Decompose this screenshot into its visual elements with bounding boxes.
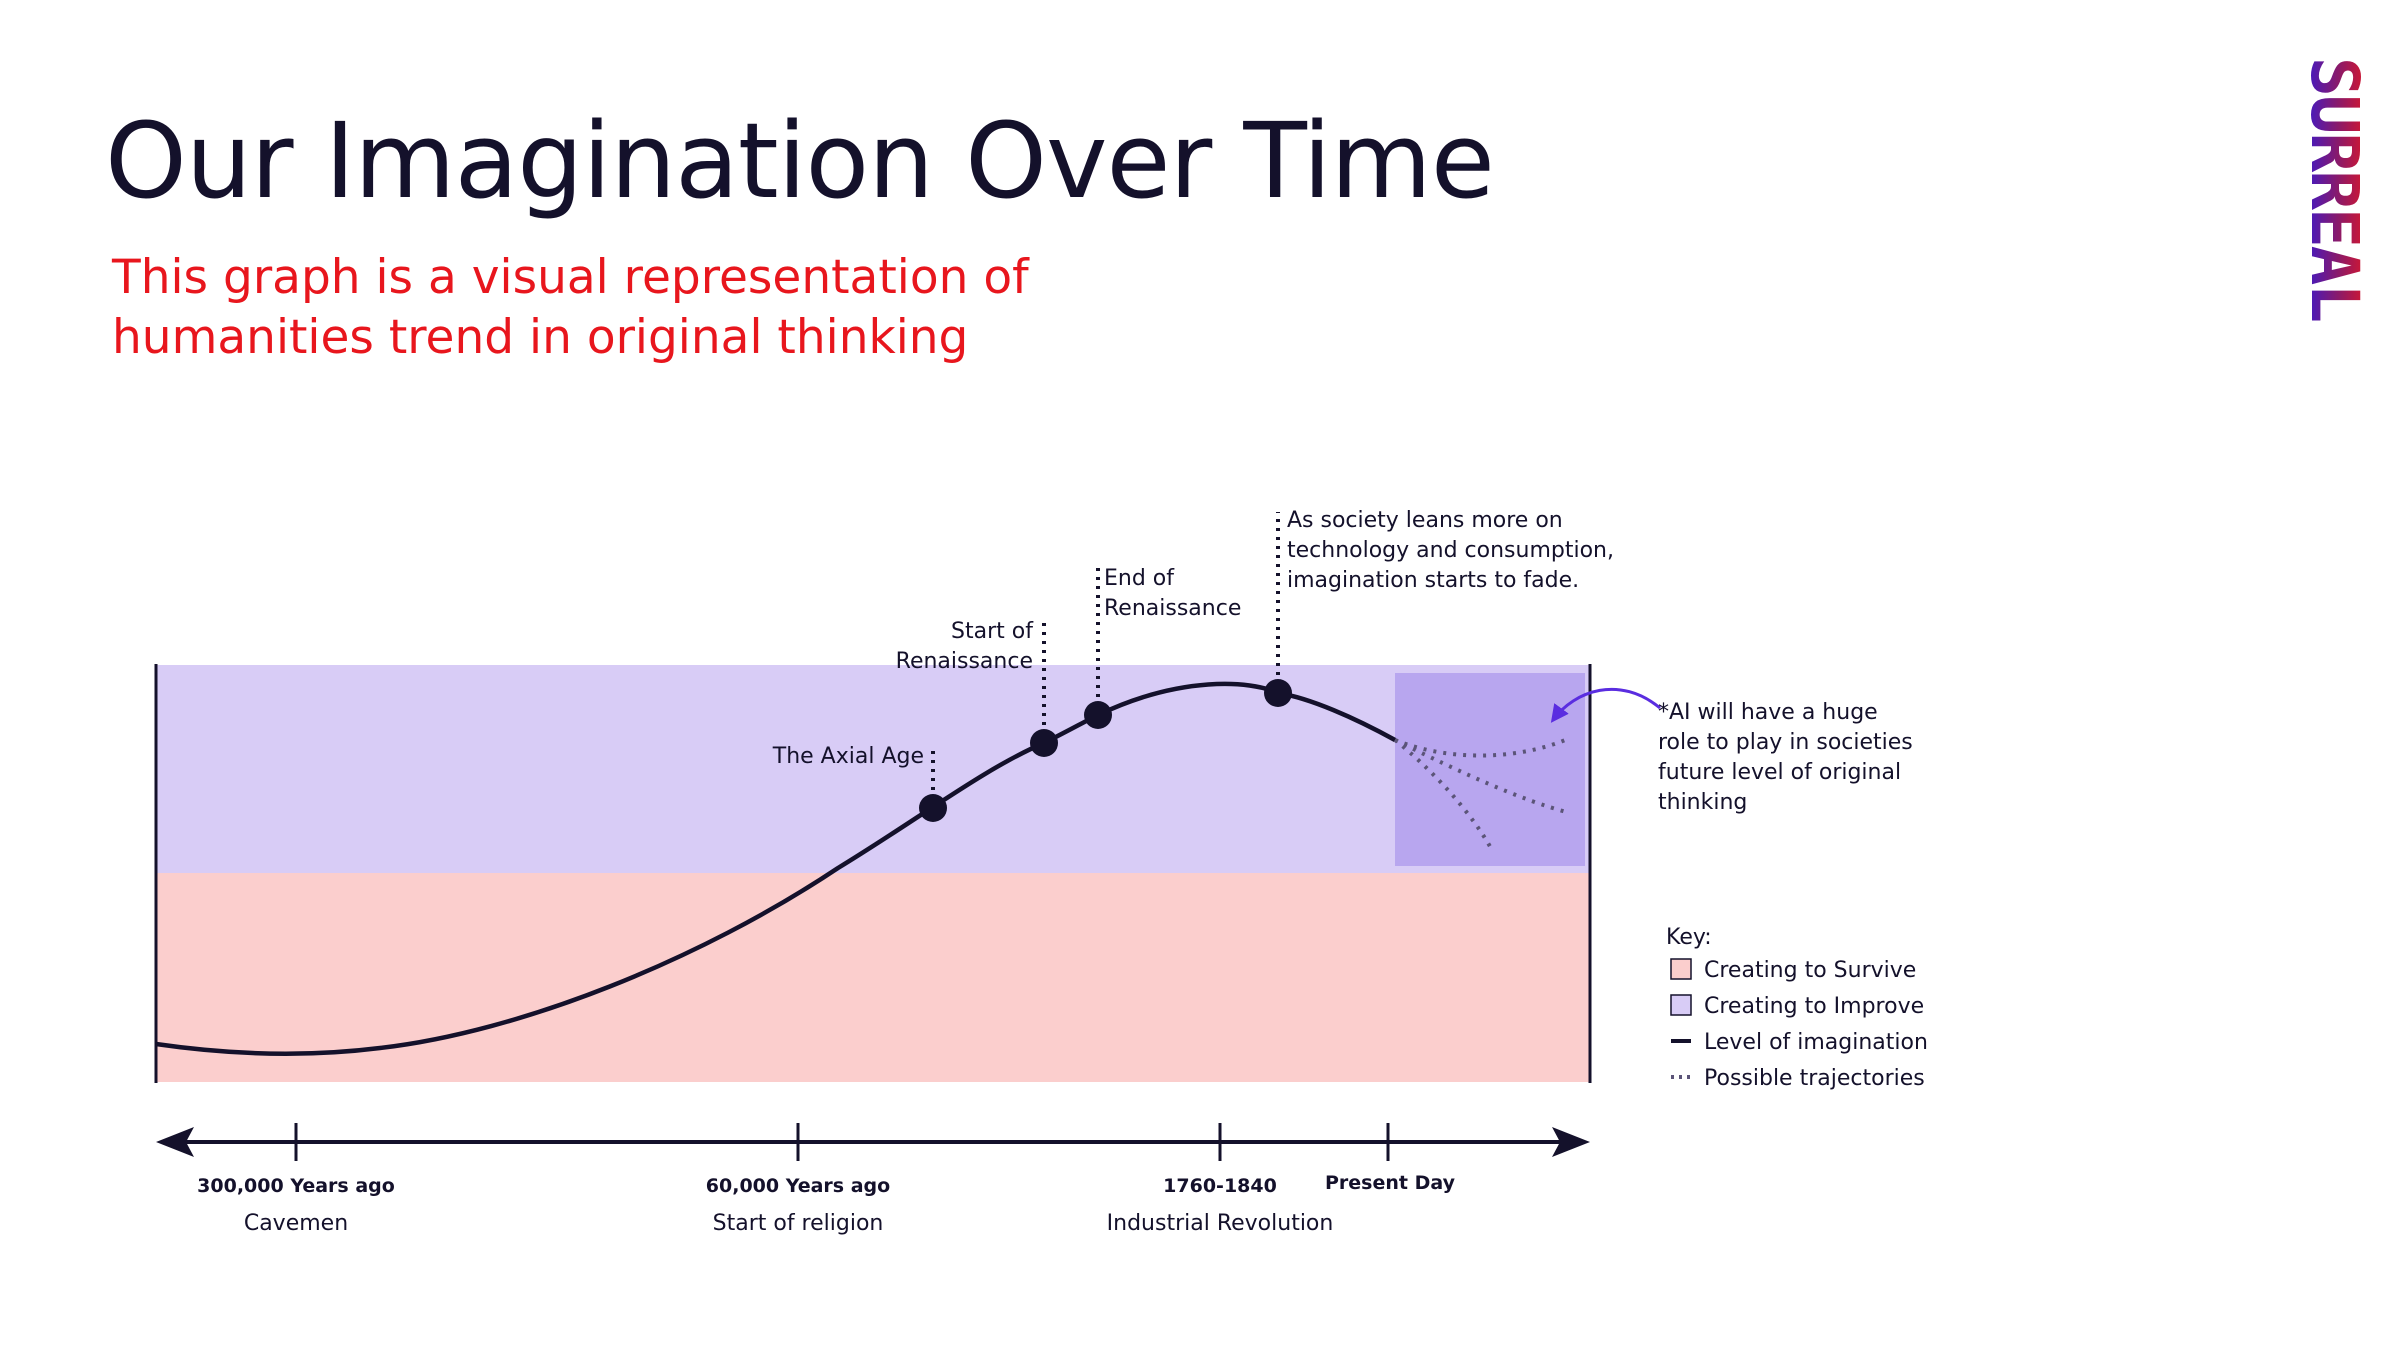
legend-label-level: Level of imagination <box>1704 1030 1928 1055</box>
future-trajectory-box <box>1395 673 1585 866</box>
trajectory-mid <box>1394 738 1571 815</box>
timeline-arrow-right-icon <box>1552 1127 1590 1157</box>
page-title: Our Imagination Over Time <box>105 100 1495 222</box>
tick-label-industrial: 1760-1840 <box>1163 1175 1277 1197</box>
legend-title: Key: <box>1666 925 1712 950</box>
label-industrial-1: As society leans more on <box>1287 508 1563 533</box>
trajectory-up <box>1394 736 1571 758</box>
subtitle-line-1: This graph is a visual representation of <box>112 250 1029 305</box>
legend-swatch-improve <box>1670 994 1692 1016</box>
point-industrial <box>1264 679 1292 707</box>
label-axial-age: The Axial Age <box>772 744 924 769</box>
point-start-renaissance <box>1030 729 1058 757</box>
ai-note-line-2: role to play in societies <box>1658 730 1913 755</box>
timeline-axis <box>156 1123 1590 1161</box>
tick-sublabel-cavemen: Cavemen <box>244 1211 348 1236</box>
ai-note-arrow-icon <box>1550 687 1661 723</box>
tick-sublabel-religion: Start of religion <box>713 1211 884 1236</box>
tick-label-present: Present Day <box>1325 1172 1456 1194</box>
legend-label-trajectories: Possible trajectories <box>1704 1066 1925 1091</box>
label-start-renaissance-1: Start of <box>951 619 1034 644</box>
tick-sublabel-industrial: Industrial Revolution <box>1107 1211 1334 1236</box>
label-end-renaissance-1: End of <box>1104 566 1175 591</box>
tick-label-60000: 60,000 Years ago <box>706 1175 890 1197</box>
legend-label-improve: Creating to Improve <box>1704 994 1924 1019</box>
tick-label-300000: 300,000 Years ago <box>197 1175 395 1197</box>
point-axial-age <box>919 794 947 822</box>
band-creating-to-improve <box>156 665 1590 873</box>
ai-note-line-3: future level of original <box>1658 760 1901 785</box>
legend: Key: Creating to Survive Creating to Imp… <box>1666 925 1928 1091</box>
trajectory-down <box>1393 738 1494 851</box>
timeline-arrow-left-icon <box>156 1127 194 1157</box>
surreal-logo: SURREAL <box>2296 57 2373 321</box>
label-industrial-3: imagination starts to fade. <box>1287 568 1579 593</box>
legend-swatch-survive <box>1670 958 1692 980</box>
ai-note-line-4: thinking <box>1658 790 1747 815</box>
svg-text:SURREAL: SURREAL <box>2296 57 2373 321</box>
legend-label-survive: Creating to Survive <box>1704 958 1916 983</box>
label-industrial-2: technology and consumption, <box>1287 538 1614 563</box>
label-end-renaissance-2: Renaissance <box>1104 596 1241 621</box>
point-end-renaissance <box>1084 701 1112 729</box>
subtitle-line-2: humanities trend in original thinking <box>112 310 969 365</box>
milestone-points <box>919 679 1292 822</box>
ai-note-line-1: *AI will have a huge <box>1658 700 1878 725</box>
label-start-renaissance-2: Renaissance <box>896 649 1033 674</box>
possible-trajectories <box>1393 736 1571 851</box>
